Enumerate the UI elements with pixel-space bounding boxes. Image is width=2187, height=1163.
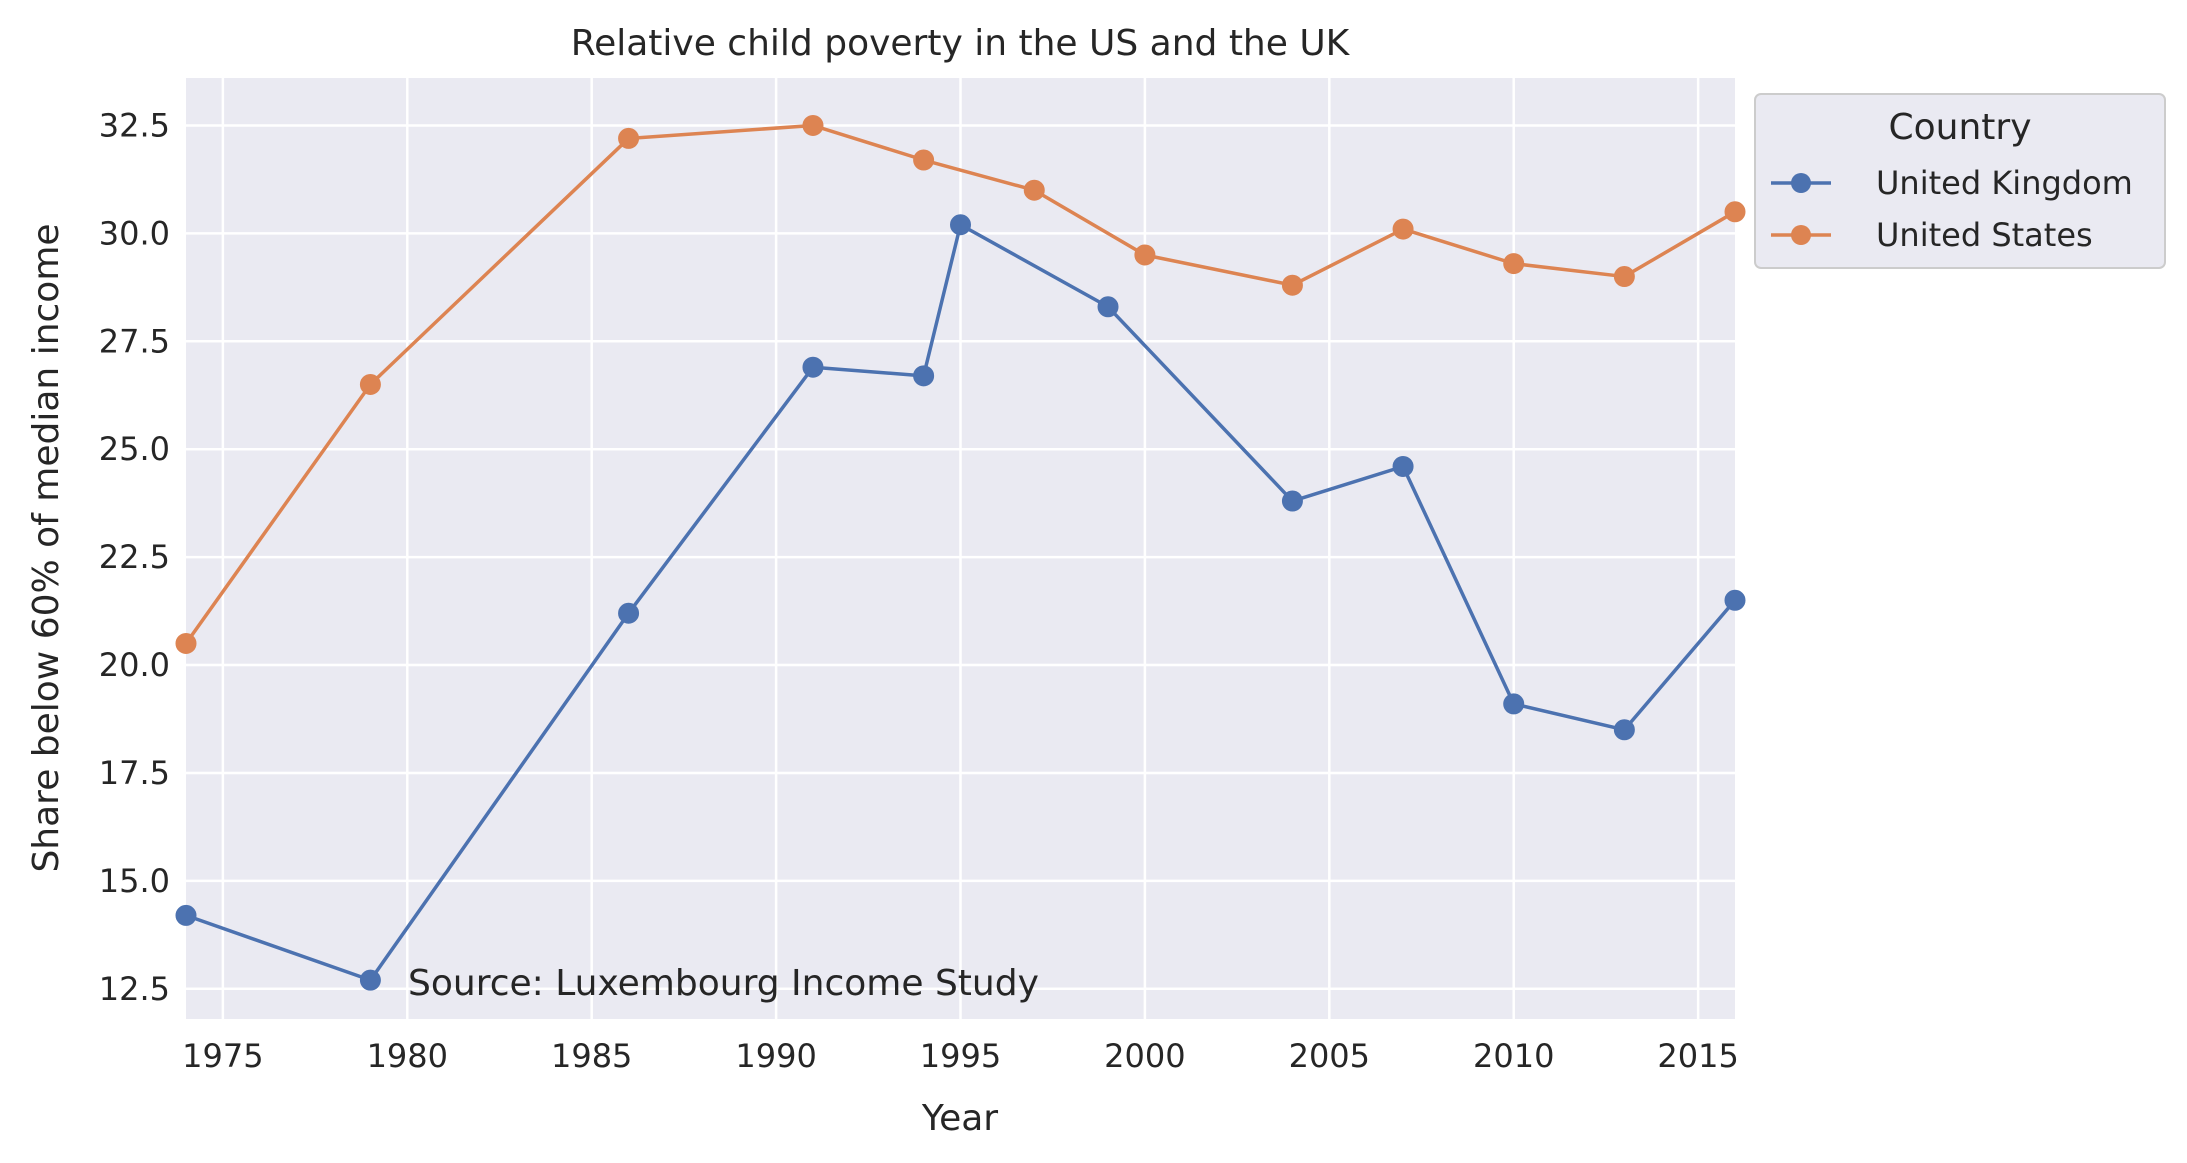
x-tick-label: 2010 — [1473, 1037, 1554, 1075]
x-tick-label: 1990 — [735, 1037, 816, 1075]
legend-title: Country — [1888, 107, 2031, 148]
x-tick-label: 1975 — [182, 1037, 263, 1075]
data-point-united-kingdom — [359, 969, 381, 991]
x-axis-label: Year — [921, 1098, 998, 1139]
legend-item-united-states: United States — [1771, 216, 2093, 254]
y-tick-label: 30.0 — [99, 214, 170, 252]
data-point-united-kingdom — [175, 904, 197, 926]
legend-item-united-kingdom: United Kingdom — [1771, 164, 2133, 202]
data-point-united-states — [1134, 244, 1156, 266]
x-tick-labels: 1975 1980 1985 1990 1995 2000 2005 2010 2015 — [182, 1037, 1739, 1075]
legend-items: United Kingdom United States — [1771, 164, 2133, 254]
y-tick-label: 17.5 — [99, 754, 170, 792]
series-line-united-states — [184, 123, 1737, 646]
data-point-united-kingdom — [1613, 719, 1635, 741]
series-united-states — [175, 114, 1746, 654]
series-group — [175, 114, 1746, 991]
y-tick-label: 20.0 — [99, 646, 170, 684]
data-point-united-states — [1281, 274, 1303, 296]
legend-swatch-marker — [1791, 225, 1811, 245]
x-tick-label: 1995 — [920, 1037, 1001, 1075]
legend: Country United Kingdom United States — [1754, 93, 2166, 269]
chart-title: Relative child poverty in the US and the… — [571, 23, 1351, 64]
x-tick-label: 2005 — [1289, 1037, 1370, 1075]
data-point-united-kingdom — [950, 214, 971, 236]
data-point-united-kingdom — [1097, 296, 1119, 318]
y-tick-label: 12.5 — [99, 970, 170, 1008]
data-point-united-kingdom — [1392, 455, 1414, 477]
legend-label: United States — [1876, 216, 2093, 254]
data-point-united-states — [802, 114, 824, 136]
data-point-united-kingdom — [1281, 490, 1303, 512]
data-point-united-kingdom — [802, 356, 824, 378]
legend-box — [1754, 93, 2166, 269]
y-tick-label: 25.0 — [99, 430, 170, 468]
y-axis-label: Share below 60% of median income — [26, 223, 67, 872]
data-point-united-states — [913, 149, 935, 171]
data-point-united-kingdom — [618, 602, 640, 624]
x-tick-label: 1985 — [551, 1037, 632, 1075]
data-point-united-states — [1724, 201, 1746, 223]
series-line-united-kingdom — [184, 223, 1737, 982]
data-point-united-kingdom — [913, 365, 935, 387]
series-united-kingdom — [175, 214, 1746, 991]
x-tick-label: 2000 — [1104, 1037, 1185, 1075]
data-point-united-states — [1613, 266, 1635, 288]
y-tick-label: 15.0 — [99, 862, 170, 900]
y-tick-label: 32.5 — [99, 106, 170, 144]
x-tick-label: 2015 — [1657, 1037, 1738, 1075]
source-annotation: Source: Luxembourg Income Study — [408, 963, 1039, 1004]
data-point-united-kingdom — [1724, 589, 1746, 611]
data-point-united-states — [359, 373, 381, 395]
data-point-united-states — [1503, 253, 1525, 275]
y-tick-label: 27.5 — [99, 322, 170, 360]
x-tick-label: 1980 — [367, 1037, 448, 1075]
y-tick-labels: 12.5 15.0 17.5 20.0 22.5 25.0 27.5 30.0 32.5 — [99, 106, 170, 1007]
data-point-united-kingdom — [1503, 693, 1525, 715]
data-point-united-states — [1023, 179, 1045, 201]
legend-swatch-marker — [1791, 173, 1811, 193]
data-point-united-states — [1392, 218, 1414, 240]
legend-label: United Kingdom — [1876, 164, 2133, 202]
y-tick-label: 22.5 — [99, 538, 170, 576]
data-point-united-states — [175, 632, 197, 654]
data-point-united-states — [618, 127, 640, 149]
